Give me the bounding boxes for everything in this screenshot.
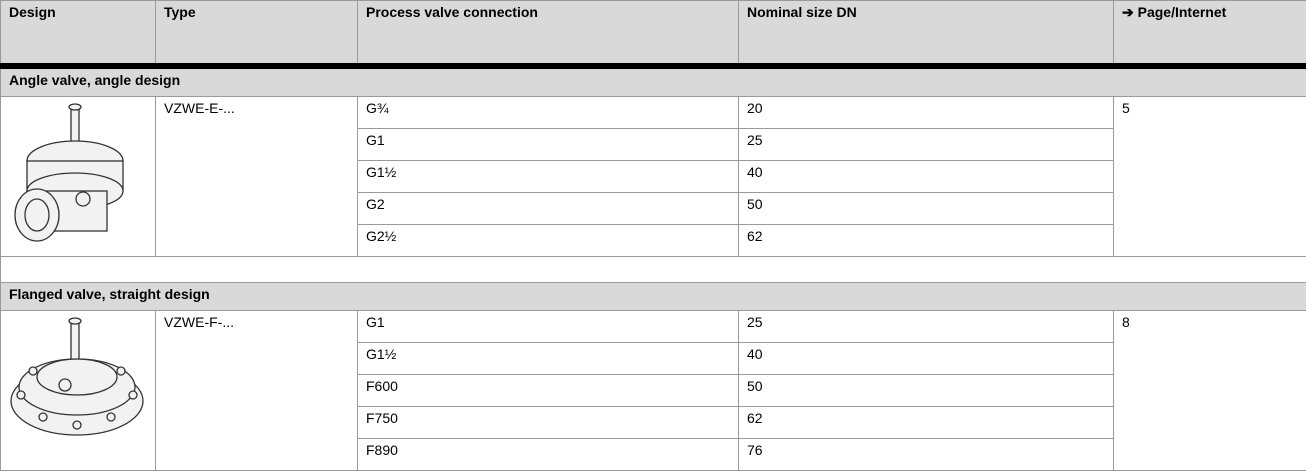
connection-cell: G2½	[357, 224, 739, 257]
angle-valve-image	[14, 103, 124, 242]
header-row: Design Type Process valve connection Nom…	[0, 0, 1306, 69]
section-title: Angle valve, angle design	[0, 65, 1306, 97]
section-title: Flanged valve, straight design	[0, 282, 1306, 311]
data-row: G1½ 40	[1, 342, 1306, 375]
blank-cell	[0, 256, 1306, 283]
design-cell	[0, 96, 156, 257]
design-cell	[0, 310, 156, 471]
data-row: G2 50	[1, 192, 1306, 225]
type-cell: VZWE-E-...	[155, 96, 358, 257]
flanged-valve-image	[10, 317, 144, 436]
connection-cell: G1½	[357, 160, 739, 193]
size-cell: 50	[738, 192, 1114, 225]
connection-cell: G1½	[357, 342, 739, 375]
page-cell: 8	[1113, 310, 1306, 471]
connection-cell: F750	[357, 406, 739, 439]
size-cell: 40	[738, 160, 1114, 193]
connection-cell: G1	[357, 310, 739, 343]
blank-row	[0, 256, 1306, 283]
size-cell: 20	[738, 96, 1114, 129]
size-cell: 40	[738, 342, 1114, 375]
section-row: Flanged valve, straight design	[0, 282, 1306, 311]
connection-cell: G1	[357, 128, 739, 161]
table-body: Angle valve, angle design VZWE-E-... G¾ 20 5…	[0, 65, 1306, 471]
type-cell: VZWE-F-...	[155, 310, 358, 471]
connection-cell: G2	[357, 192, 739, 225]
connection-cell: F890	[357, 438, 739, 471]
data-row: F600 50	[1, 374, 1306, 407]
header-cell: Nominal size DN	[738, 0, 1114, 69]
header-cell: ➔ Page/Internet	[1113, 0, 1306, 69]
page-cell: 5	[1113, 96, 1306, 257]
data-row: F890 76	[1, 438, 1306, 471]
size-cell: 25	[738, 310, 1114, 343]
size-cell: 62	[738, 406, 1114, 439]
data-row: VZWE-E-... G¾ 20 5	[0, 96, 1306, 257]
connection-cell: F600	[357, 374, 739, 407]
data-row: G1½ 40	[1, 160, 1306, 193]
data-row: G2½ 62	[1, 224, 1306, 257]
size-cell: 25	[738, 128, 1114, 161]
size-cell: 50	[738, 374, 1114, 407]
size-cell: 76	[738, 438, 1114, 471]
data-row: VZWE-F-... G1 25 8	[0, 310, 1306, 471]
header-cell: Process valve connection	[357, 0, 739, 69]
header-cell: Design	[0, 0, 156, 69]
header-cell: Type	[155, 0, 358, 69]
connection-cell: G¾	[357, 96, 739, 129]
size-cell: 62	[738, 224, 1114, 257]
section-row: Angle valve, angle design	[0, 65, 1306, 97]
